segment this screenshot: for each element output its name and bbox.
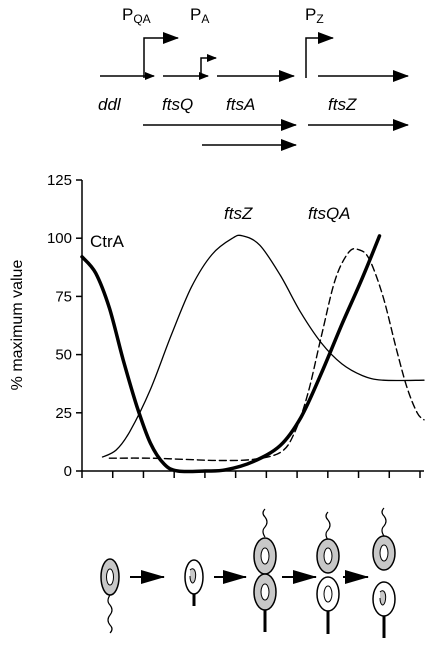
promoter-arrow-a xyxy=(200,54,217,78)
y-tick-label: 25 xyxy=(55,405,72,422)
y-tick-label: 0 xyxy=(64,463,72,480)
y-tick-label: 50 xyxy=(55,347,72,364)
gene-map: PQA PA PZ ddl ftsQ ftsA ftsZ xyxy=(98,5,409,151)
y-ticks: 0 25 50 75 100 125 xyxy=(47,172,82,480)
series-label-ftsz: ftsZ xyxy=(224,204,253,223)
y-tick-label: 100 xyxy=(47,230,72,247)
promoter-arrow-qa xyxy=(143,32,179,78)
series-line-ftsz xyxy=(101,234,425,458)
promoter-label-qa: PQA xyxy=(122,5,151,26)
y-tick-label: 75 xyxy=(55,288,72,305)
promoter-label-z: PZ xyxy=(305,5,324,26)
gene-label-ftsq: ftsQ xyxy=(162,95,193,114)
gene-label-ftsz: ftsZ xyxy=(328,95,357,114)
gene-label-ftsa: ftsA xyxy=(226,95,255,114)
series-line-ftsqa xyxy=(108,247,425,462)
cell-stage-3 xyxy=(253,508,277,632)
series-label-ftsqa: ftsQA xyxy=(308,204,351,223)
series-line-ctra xyxy=(80,234,382,474)
y-axis-label: % maximum value xyxy=(9,260,26,391)
y-tick-label: 125 xyxy=(47,172,72,189)
cell-stage-5 xyxy=(372,507,396,638)
promoter-arrow-z xyxy=(305,32,334,78)
cell-stage-1 xyxy=(100,558,120,634)
promoter-label-a: PA xyxy=(190,5,209,26)
series-label-ctra: CtrA xyxy=(90,232,125,251)
cell-cycle-diagram xyxy=(100,507,396,638)
cell-stage-2 xyxy=(184,559,204,606)
x-ticks xyxy=(81,471,421,478)
cell-stage-4 xyxy=(316,511,340,634)
gene-label-ddl: ddl xyxy=(98,95,122,114)
series-group xyxy=(80,234,425,474)
